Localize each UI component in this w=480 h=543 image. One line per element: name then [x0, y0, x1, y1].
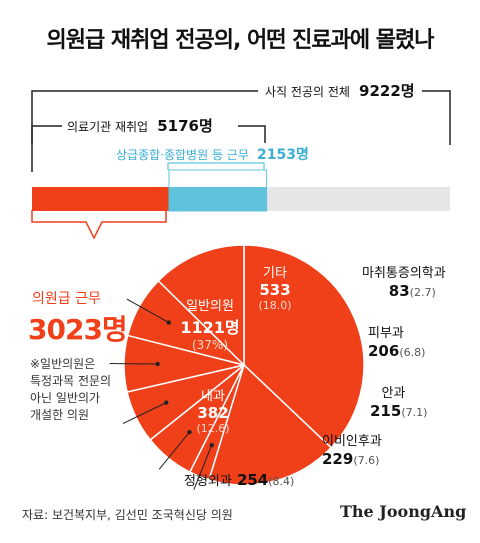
slice-name: 일반의원	[186, 299, 234, 314]
brand-logo: The JoongAng	[340, 502, 467, 521]
slice-value: 382	[197, 404, 229, 422]
slice-pct: (12.6)	[196, 422, 230, 435]
leader-line	[158, 431, 190, 470]
leader-line	[122, 402, 167, 424]
total-value: 9222명	[359, 82, 415, 100]
slice-pct: (18.0)	[258, 299, 292, 312]
hospital-label: 상급종합·종합병원 등 근무 2153명	[116, 144, 309, 164]
slice-value: 206	[368, 342, 400, 360]
slice-value: 533	[259, 281, 291, 299]
slice-name: 정형외과	[184, 474, 232, 489]
leader-line	[109, 363, 158, 365]
pie-slice	[243, 244, 365, 449]
clinic-label: 의원급 근무	[32, 291, 101, 307]
slice-name: 피부과	[368, 326, 404, 341]
footnote-line: 특정과목 전문의	[30, 374, 112, 388]
leader-line	[126, 298, 169, 324]
footnote-line: ※일반의원은	[30, 357, 96, 371]
slice-value: 229	[322, 450, 354, 468]
leader-dot	[155, 361, 160, 367]
slice-label-orthopedics: 정형외과 254(8.4)	[184, 470, 294, 489]
chart-title: 의원급 재취업 전공의, 어떤 진료과에 몰렸나	[46, 28, 435, 53]
clinic-value: 3023명	[28, 313, 128, 346]
leader-line	[193, 444, 213, 490]
slice-label-internal: 내과 382 (12.6)	[188, 385, 238, 435]
slice-value: 83	[388, 282, 410, 300]
leader-dot	[209, 442, 214, 448]
bar-segment-hospital	[169, 187, 267, 211]
bracket-lines	[31, 90, 451, 172]
pie-slice	[208, 363, 333, 486]
leader-dot	[187, 429, 192, 435]
slice-pct: (7.1)	[401, 406, 428, 419]
slice-name: 내과	[201, 389, 225, 404]
reemployed-label-text: 의료기관 재취업	[67, 120, 149, 134]
total-label: 사직 전공의 전체 9222명	[262, 80, 418, 101]
slice-name: 이비인후과	[322, 434, 382, 449]
hospital-bracket-line	[167, 162, 265, 170]
slice-value: 1121명	[180, 318, 240, 337]
stacked-bar	[32, 169, 450, 212]
slice-label-anesthesia: 마취통증의학과 83(2.7)	[362, 262, 446, 300]
footnote: ※일반의원은 특정과목 전문의 아닌 일반의가 개설한 의원	[30, 356, 111, 424]
slice-name: 마취통증의학과	[362, 266, 446, 281]
reemployed-label: 의료기관 재취업 5176명	[64, 115, 216, 136]
total-label-text: 사직 전공의 전체	[265, 85, 350, 99]
reemployed-bracket-line-right	[238, 125, 266, 143]
reemployed-value: 5176명	[157, 117, 213, 135]
slice-label-dermatology: 피부과 206(6.8)	[368, 322, 432, 360]
reemployed-bracket-line	[31, 125, 62, 172]
leader-dot	[164, 400, 169, 405]
slice-name: 기타	[263, 266, 287, 281]
slice-label-other: 기타 533 (18.0)	[250, 262, 300, 312]
slice-name: 안과	[381, 386, 406, 401]
slice-pct: (7.6)	[353, 454, 380, 467]
slice-pct: (6.8)	[399, 346, 426, 359]
footnote-line: 개설한 의원	[30, 408, 90, 422]
total-bracket-line-right	[422, 90, 451, 145]
bar-hospital-outline	[168, 169, 268, 212]
footnote-line: 아닌 일반의가	[30, 391, 101, 405]
slice-pct: (37%)	[191, 338, 229, 352]
slice-value: 254	[236, 471, 269, 489]
bar-segment-clinic	[32, 187, 170, 211]
hospital-label-text: 상급종합·종합병원 등 근무	[116, 148, 249, 162]
source-note: 자료: 보건복지부, 김선민 조국혁신당 의원	[22, 508, 233, 522]
pie-slice	[157, 244, 245, 367]
leader-dot	[166, 320, 171, 325]
slice-pct: (2.7)	[409, 286, 436, 299]
slice-label-ophthalmology: 안과 215(7.1)	[370, 382, 427, 420]
slice-pct: (8.4)	[268, 475, 295, 488]
hospital-value: 2153명	[256, 147, 309, 163]
slice-label-general: 일반의원 1121명 (37%)	[165, 295, 255, 352]
clinic-bracket-line	[31, 210, 167, 240]
slice-value: 215	[370, 402, 402, 420]
slice-label-ent: 이비인후과 229(7.6)	[322, 430, 384, 468]
pie-chart	[109, 244, 365, 490]
